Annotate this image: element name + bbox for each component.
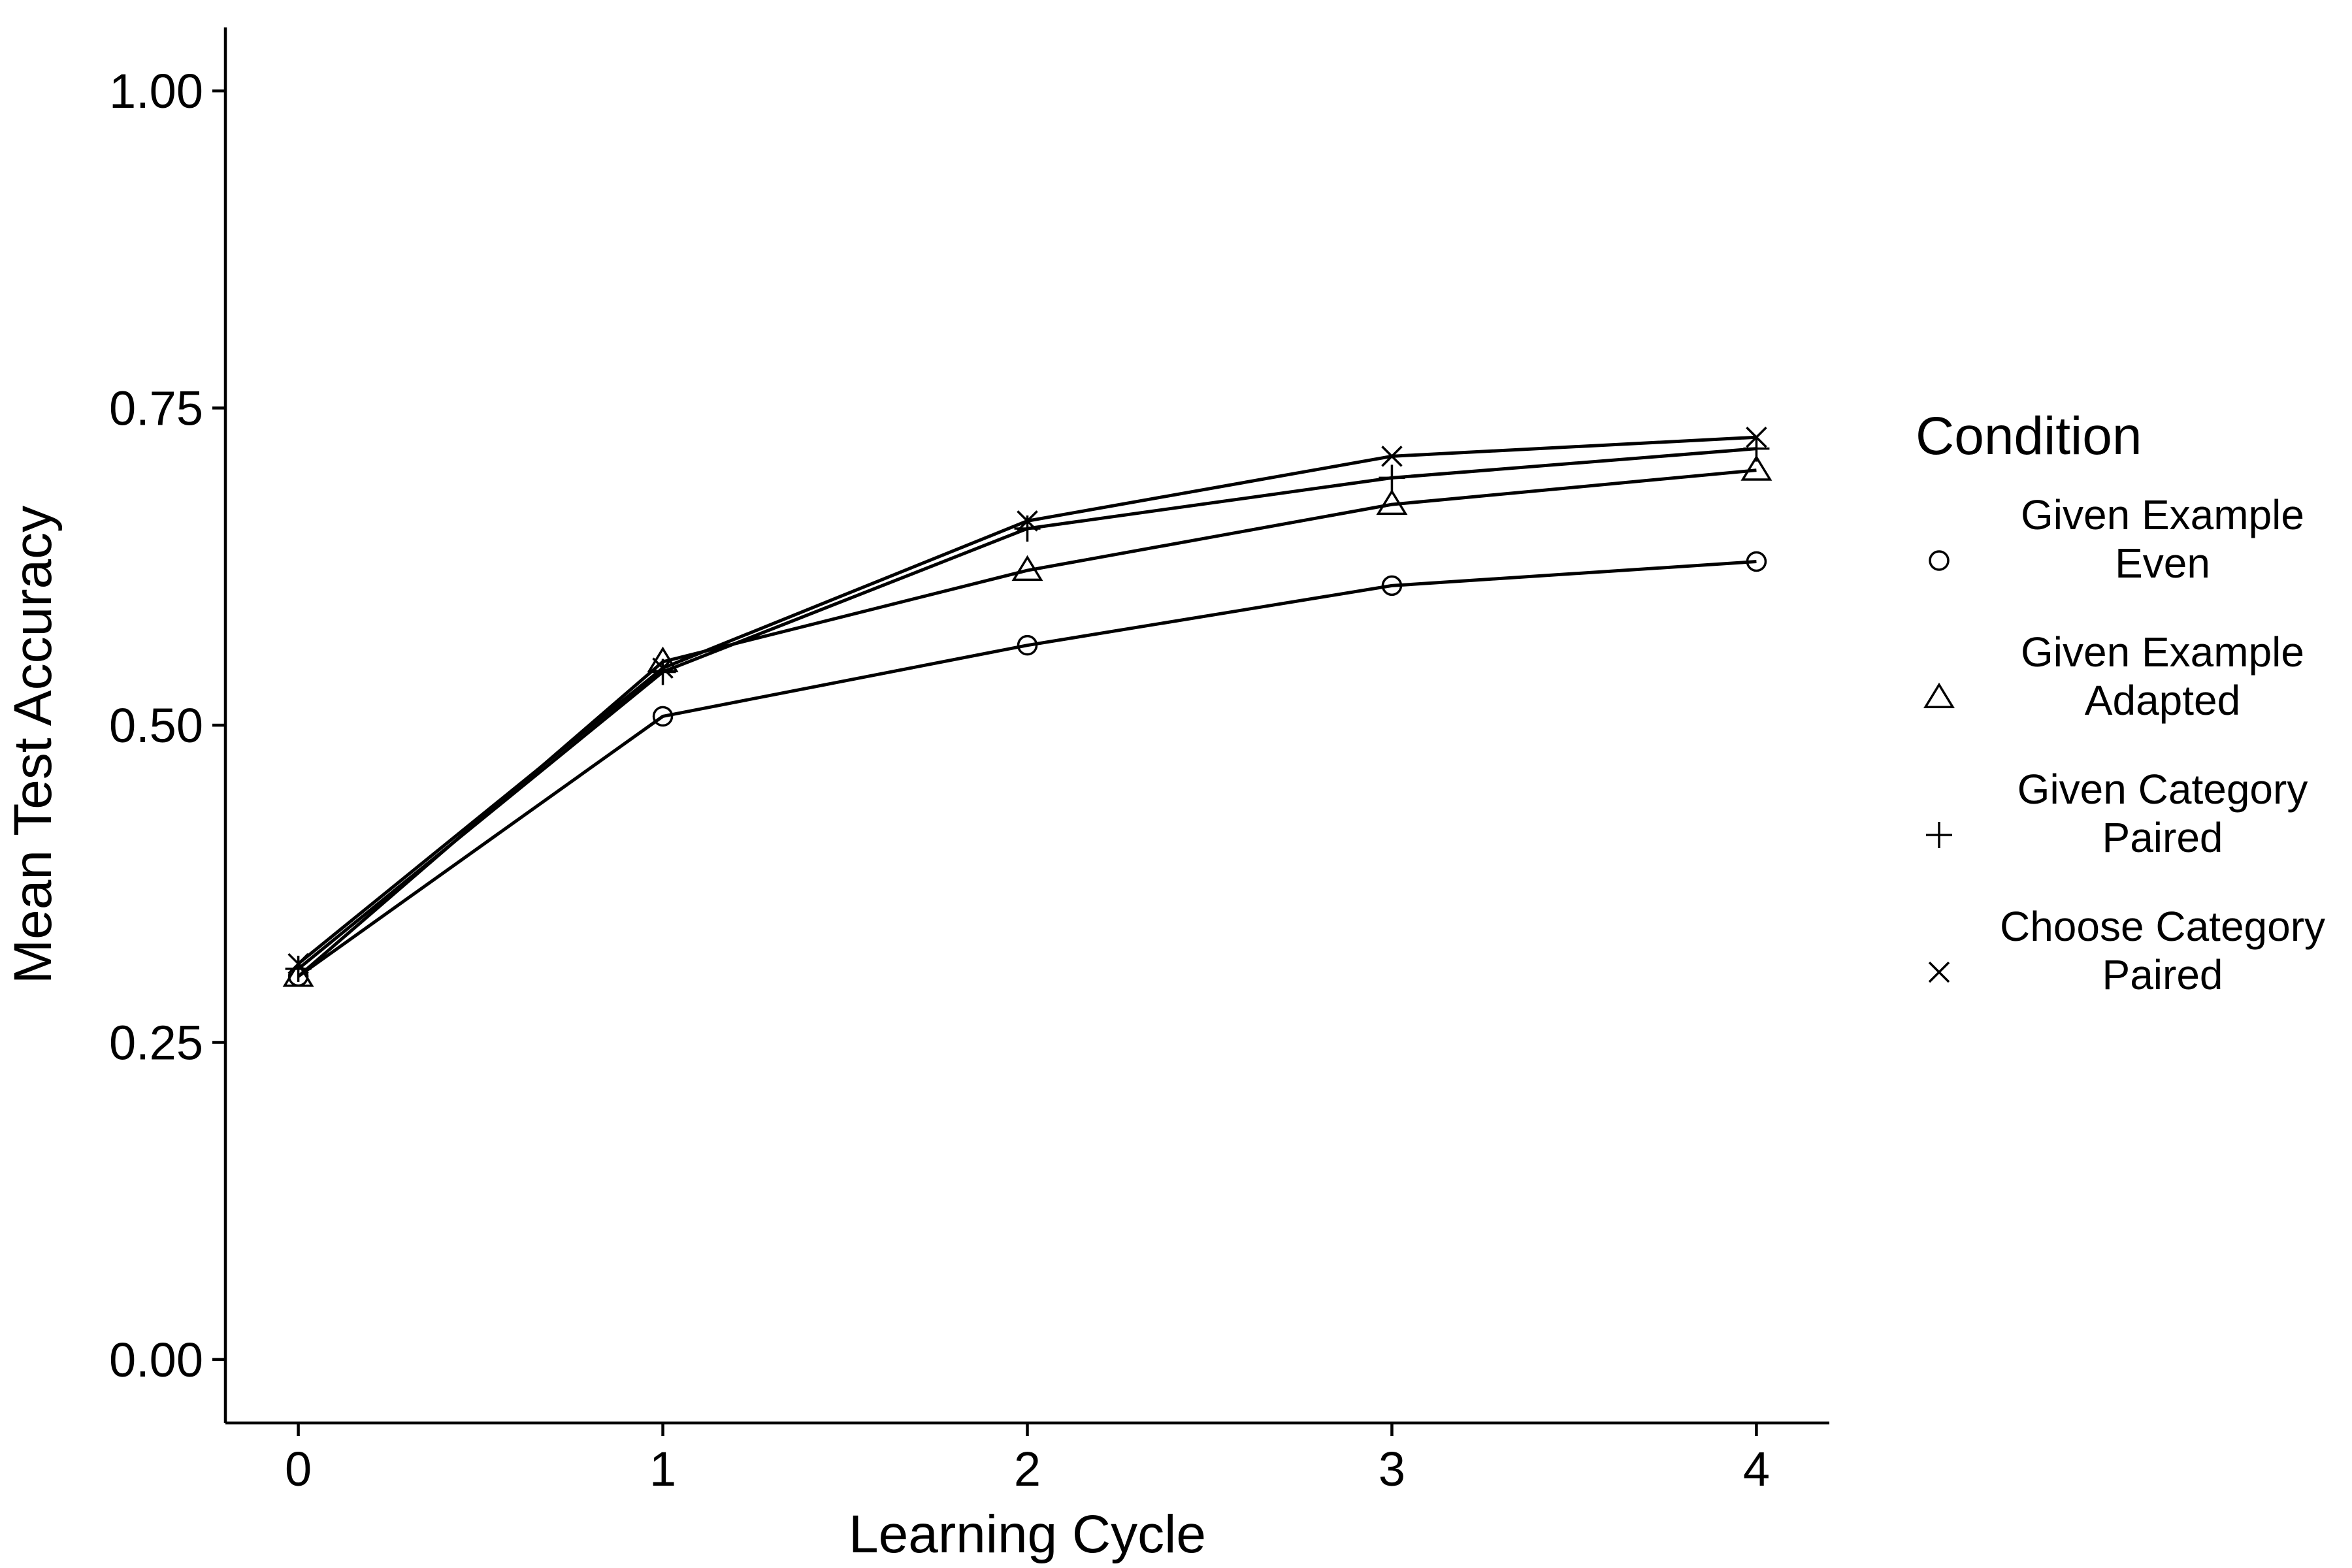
series-line	[297, 468, 1757, 978]
data-point-plus	[1743, 435, 1770, 462]
series-cross	[287, 426, 1767, 975]
legend-key-plus	[1926, 822, 1952, 848]
data-point-plus	[1379, 465, 1405, 491]
x-tick-label: 1	[649, 1442, 676, 1496]
legend-label: Even	[2115, 540, 2210, 587]
data-point-cross	[1381, 446, 1403, 467]
legend-label: Given Category	[2017, 766, 2308, 813]
y-tick-label: 0.50	[109, 698, 203, 753]
x-tick-label: 3	[1379, 1442, 1405, 1496]
data-point-triangle	[1011, 555, 1043, 581]
legend-key-cross	[1928, 961, 1950, 983]
y-tick-label: 0.00	[109, 1333, 203, 1387]
series-circle	[287, 551, 1767, 987]
data-point-cross	[1017, 510, 1038, 532]
data-point-circle	[1746, 551, 1767, 572]
legend-label: Given Example	[2021, 629, 2304, 676]
data-point-cross	[652, 657, 674, 679]
legend-label: Adapted	[2085, 677, 2240, 724]
y-tick-label: 0.75	[109, 382, 203, 436]
data-point-triangle	[1740, 455, 1772, 481]
series-plus	[285, 435, 1770, 982]
series-group	[282, 426, 1772, 987]
y-axis-title: Mean Test Accuracy	[3, 506, 63, 984]
data-point-plus	[649, 659, 676, 685]
legend-label: Given Example	[2021, 491, 2304, 538]
axes: 0.00 0.25 0.50 0.75 1.00 0 1 2 3 4 Learning Cycle M…	[3, 27, 1829, 1564]
x-axis-title: Learning Cycle	[849, 1505, 1206, 1564]
data-point-circle	[652, 706, 674, 727]
legend-key-circle	[1929, 550, 1950, 571]
series-line	[297, 560, 1757, 978]
x-tick-label: 0	[285, 1442, 312, 1496]
legend-label: Choose Category	[2000, 903, 2325, 950]
data-point-plus	[285, 955, 312, 982]
y-tick-label: 1.00	[109, 64, 203, 118]
data-point-cross	[287, 953, 309, 975]
data-point-triangle	[1376, 489, 1408, 515]
y-tick-label: 0.25	[109, 1015, 203, 1070]
x-tick-label: 4	[1743, 1442, 1770, 1496]
data-point-circle	[1381, 575, 1403, 596]
legend-key-triangle	[1923, 682, 1955, 708]
data-point-cross	[1746, 426, 1767, 448]
legend-label: Paired	[2102, 951, 2223, 998]
legend-title: Condition	[1916, 406, 2142, 466]
data-point-circle	[1017, 634, 1038, 656]
data-point-triangle	[282, 961, 314, 987]
x-tick-label: 2	[1014, 1442, 1041, 1496]
legend-label: Paired	[2102, 814, 2223, 861]
